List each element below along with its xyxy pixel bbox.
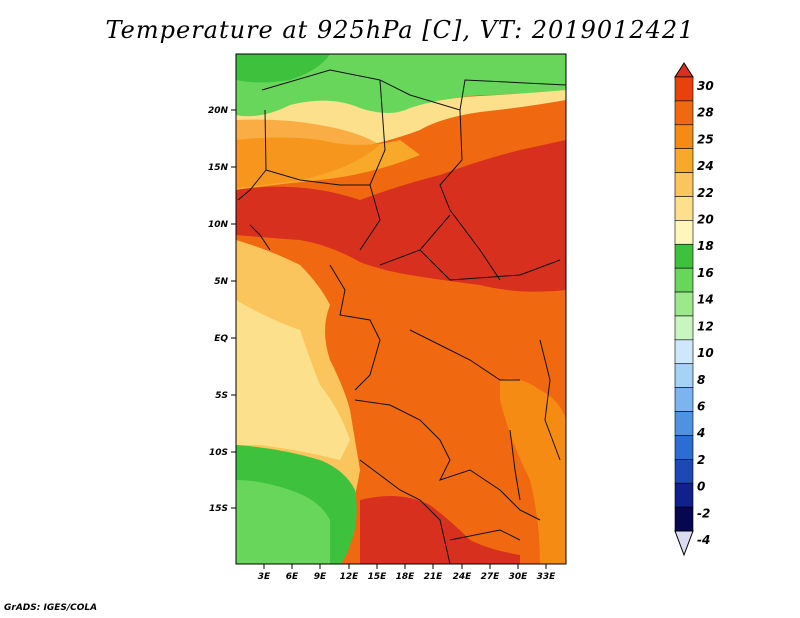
- lat-label: 5N: [214, 277, 228, 287]
- colorbar-box: [674, 172, 694, 197]
- colorbar-top-triangle: [674, 62, 694, 78]
- colorbar-box: [674, 411, 694, 436]
- lon-label: 18E: [396, 572, 416, 582]
- colorbar-box: [674, 339, 694, 365]
- lon-label: 12E: [340, 572, 360, 582]
- lat-label: 15S: [209, 504, 228, 514]
- lon-label: 9E: [314, 572, 327, 582]
- colorbar-label: 8: [697, 373, 705, 387]
- lat-label: EQ: [214, 334, 228, 344]
- lat-label: 15N: [208, 163, 229, 173]
- colorbar-box: [674, 220, 694, 245]
- colorbar-label: 22: [697, 186, 714, 200]
- credit-text: GrADS: IGES/COLA: [4, 603, 98, 613]
- colorbar-label: 14: [697, 293, 714, 307]
- colorbar-box: [674, 243, 694, 269]
- colorbar-label: 2: [697, 453, 705, 467]
- colorbar-box: [674, 363, 694, 388]
- lat-label: 10S: [209, 448, 228, 458]
- colorbar: [674, 62, 694, 557]
- colorbar-label: 20: [697, 213, 714, 227]
- lat-label: 20N: [208, 106, 229, 116]
- colorbar-label: 24: [697, 159, 714, 173]
- colorbar-box: [674, 459, 694, 484]
- map-frame: [235, 53, 567, 565]
- colorbar-label: 12: [697, 319, 714, 333]
- lon-labels: 3E 6E 9E 12E 15E 18E 21E 24E 27E 30E 33E: [258, 572, 556, 582]
- colorbar-box: [674, 148, 694, 173]
- lat-ticks: [231, 109, 236, 509]
- lon-label: 15E: [368, 572, 388, 582]
- lon-label: 33E: [537, 572, 557, 582]
- colorbar-box: [674, 315, 694, 341]
- colorbar-bottom-triangle: [674, 530, 694, 557]
- colorbar-box: [674, 387, 694, 412]
- colorbar-box: [674, 76, 694, 102]
- colorbar-box: [674, 196, 694, 221]
- colorbar-box: [674, 124, 694, 149]
- country-borders: [237, 69, 566, 564]
- lat-label: 10N: [208, 220, 229, 230]
- colorbar-box: [674, 267, 694, 293]
- lon-label: 27E: [481, 572, 501, 582]
- colorbar-box: [674, 435, 694, 460]
- colorbar-label: 4: [696, 426, 705, 440]
- colorbar-box: [674, 506, 694, 532]
- colorbar-box: [674, 291, 694, 317]
- colorbar-label: 18: [697, 239, 714, 253]
- colorbar-label: 10: [697, 346, 714, 360]
- lon-label: 3E: [258, 572, 271, 582]
- colorbar-label: 25: [697, 132, 714, 146]
- colorbar-box: [674, 482, 694, 508]
- colorbar-label: 16: [697, 266, 714, 280]
- lat-label: 5S: [215, 391, 228, 401]
- colorbar-label: -4: [697, 533, 710, 547]
- colorbar-label: 6: [697, 399, 705, 413]
- colorbar-label: -2: [697, 506, 710, 520]
- lon-ticks: [263, 564, 547, 569]
- colorbar-label: 30: [697, 79, 714, 93]
- lat-labels: 20N 15N 10N 5N EQ 5S 10S 15S: [208, 106, 229, 514]
- colorbar-label: 0: [697, 480, 705, 494]
- temperature-field: [236, 54, 566, 564]
- colorbar-box: [674, 100, 694, 126]
- lon-label: 6E: [286, 572, 299, 582]
- map-title: Temperature at 925hPa [C], VT: 201901242…: [105, 16, 695, 44]
- lon-label: 30E: [509, 572, 529, 582]
- lon-label: 21E: [424, 572, 444, 582]
- colorbar-label: 28: [697, 106, 714, 120]
- lon-label: 24E: [453, 572, 473, 582]
